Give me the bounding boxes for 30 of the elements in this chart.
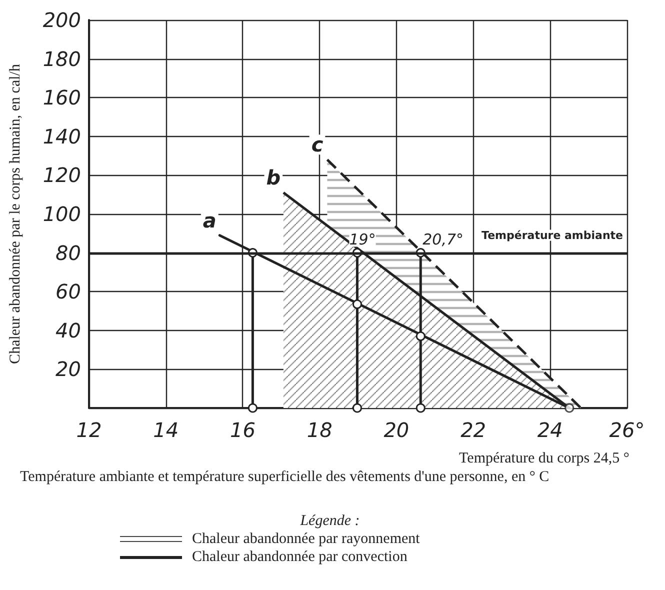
y-tick-label: 80: [56, 240, 81, 265]
x-tick-label: 18: [306, 418, 332, 442]
y-tick-label: 20: [56, 357, 81, 382]
series-label: a: [202, 208, 216, 232]
y-tick-label: 160: [42, 86, 81, 110]
y-tick-label: 40: [56, 318, 81, 342]
annotation: 20,7°: [422, 230, 464, 248]
text: Chaleur abandonnée par rayonnement: [192, 530, 420, 548]
y-tick-label: 120: [42, 163, 81, 188]
x-tick-label: 12: [76, 418, 102, 442]
annotation: Température du corps 24,5 °: [459, 450, 630, 466]
x-tick-label: 16: [230, 418, 256, 442]
ref-line-label: Température ambiante: [482, 228, 623, 242]
series-label: c: [311, 132, 324, 157]
y-tick-label: 140: [42, 124, 81, 148]
text: Chaleur abandonnée par convection: [192, 548, 408, 566]
y-tick-label: 200: [42, 8, 81, 32]
x-tick-label: 26°: [609, 418, 645, 442]
y-axis-title: Chaleur abandonnée par le corps humain, en cal/h: [8, 64, 24, 364]
annotation: 19°: [349, 230, 376, 248]
x-tick-label: 24: [537, 418, 563, 442]
text: Légende :: [299, 512, 361, 530]
x-tick-label: 22: [460, 418, 486, 442]
series-label: b: [266, 166, 281, 190]
y-tick-label: 100: [42, 202, 81, 226]
y-tick-label: 180: [42, 46, 81, 71]
x-axis-title: Température ambiante et température superficielle des vêtements d'une personne, en ° C: [20, 468, 550, 486]
y-tick-label: 60: [56, 280, 81, 304]
x-tick-label: 14: [153, 418, 179, 442]
x-tick-label: 20: [384, 418, 410, 442]
